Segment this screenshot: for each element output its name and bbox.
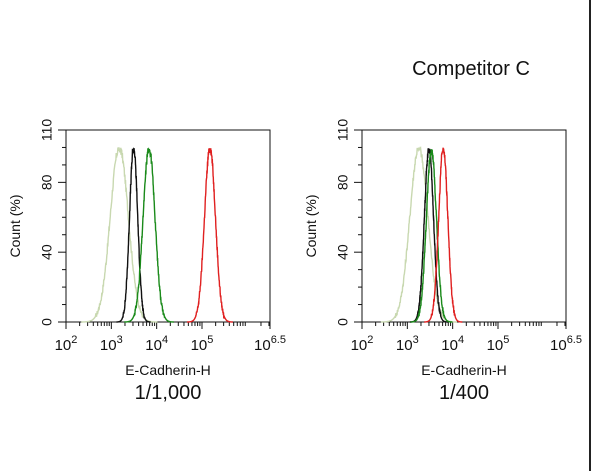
histogram-series-1 — [409, 148, 448, 323]
y-tick-label: 0 — [335, 318, 351, 326]
histogram-plot-left: 0 40 80 110 Count (%) 102 103 104 105 106.5 — [7, 119, 286, 354]
histogram-panel-right: Competitor C 0 40 80 110 Count (%) 102 103 104 1… — [296, 0, 592, 471]
page-edge-divider — [589, 0, 591, 471]
histogram-series-2 — [124, 147, 174, 323]
histogram-plot-right: 0 40 80 110 Count (%) 102 103 104 105 106.5 — [303, 119, 582, 354]
y-tick-label: 0 — [39, 318, 55, 326]
histogram-panel-left: 0 40 80 110 Count (%) 102 103 104 105 106.5 E-Cad… — [7, 119, 286, 404]
x-tick-label: 102 — [55, 334, 78, 354]
x-tick-label: 105 — [487, 334, 510, 354]
y-tick-label: 110 — [39, 119, 55, 142]
dilution-label-right: 1/400 — [438, 382, 490, 404]
histogram-series-1 — [116, 147, 151, 323]
x-tick-label: 103 — [396, 334, 419, 354]
y-axis-label: Count (%) — [7, 194, 23, 257]
x-tick-label: 105 — [191, 334, 214, 354]
x-axis-label-left: E-Cadherin-H — [125, 362, 211, 378]
x-tick-label: 104 — [145, 334, 168, 354]
plot-frame — [361, 129, 567, 323]
x-tick-label: 106.5 — [254, 334, 286, 354]
x-tick-label: 103 — [100, 334, 123, 354]
histogram-series-3 — [424, 147, 463, 323]
x-tick-label: 106.5 — [550, 334, 582, 354]
y-tick-label: 80 — [335, 174, 351, 190]
y-tick-label: 110 — [335, 119, 351, 142]
histogram-series-2 — [410, 149, 453, 323]
y-axis-label: Count (%) — [303, 194, 319, 257]
competitor-title: Competitor C — [412, 58, 530, 80]
x-axis-label-right: E-Cadherin-H — [421, 362, 507, 378]
histogram-series-3 — [187, 148, 233, 323]
y-tick-label: 40 — [39, 244, 55, 260]
y-tick-label: 40 — [335, 244, 351, 260]
dilution-label-left: 1/1,000 — [134, 382, 202, 404]
histogram-series-0 — [380, 145, 457, 323]
plot-frame — [65, 129, 271, 323]
y-tick-label: 80 — [39, 174, 55, 190]
x-tick-label: 102 — [351, 334, 374, 354]
x-tick-label: 104 — [441, 334, 464, 354]
